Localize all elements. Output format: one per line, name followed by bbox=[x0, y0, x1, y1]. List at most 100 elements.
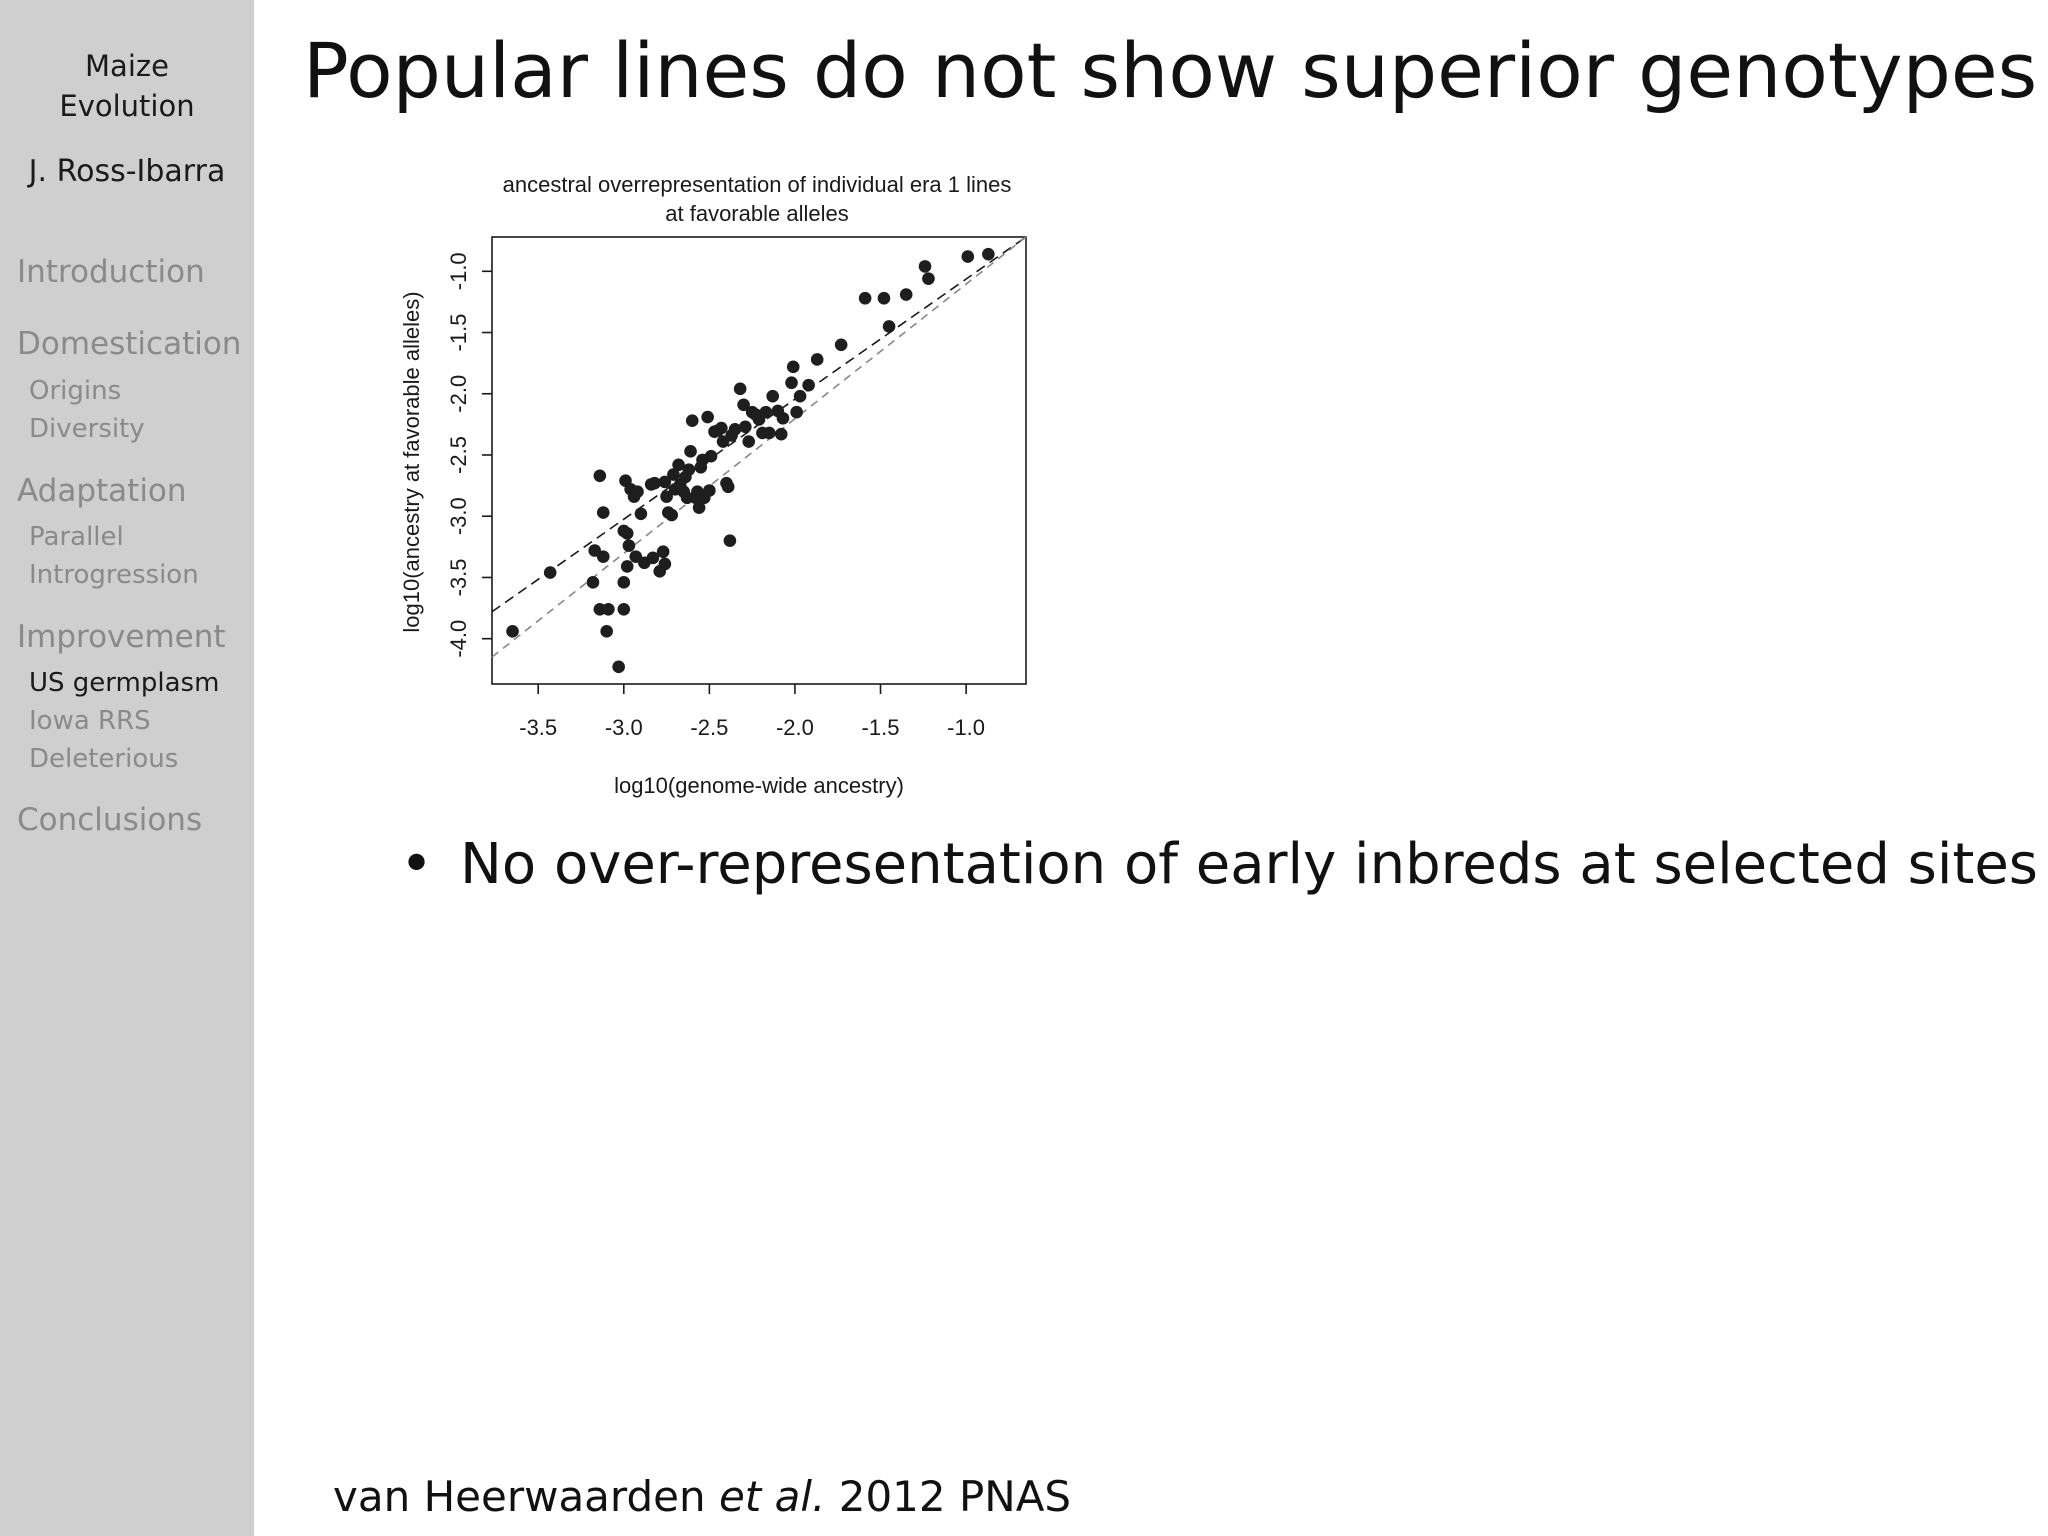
data-point bbox=[658, 557, 672, 571]
data-point bbox=[810, 353, 824, 366]
data-point bbox=[600, 625, 613, 638]
data-point bbox=[692, 501, 706, 514]
nav-section-improvement[interactable]: Improvement bbox=[17, 619, 226, 655]
nav-item-deleterious[interactable]: Deleterious bbox=[29, 744, 179, 774]
nav-item-introgression[interactable]: Introgression bbox=[29, 560, 199, 590]
data-point bbox=[982, 247, 995, 261]
data-point bbox=[593, 469, 607, 483]
data-point bbox=[660, 490, 673, 503]
data-point bbox=[858, 291, 872, 305]
data-point bbox=[834, 338, 848, 352]
data-point bbox=[665, 508, 679, 522]
nav-section-introduction[interactable]: Introduction bbox=[17, 254, 205, 290]
x-axis: -3.5 -3.0 -2.5 -2.0 -1.5 -1.0 bbox=[519, 684, 985, 740]
y-tick-label: -3.0 bbox=[446, 497, 471, 535]
data-point bbox=[961, 250, 975, 263]
data-point bbox=[543, 566, 557, 579]
data-point bbox=[596, 506, 610, 519]
data-point bbox=[701, 410, 714, 424]
sidebar: Maize Evolution J. Ross-Ibarra Introduct… bbox=[0, 0, 254, 1536]
x-axis-label: log10(genome-wide ancestry) bbox=[614, 773, 904, 798]
nav-section-conclusions[interactable]: Conclusions bbox=[17, 802, 203, 838]
reference-lines bbox=[491, 236, 1027, 658]
nav-item-us-germplasm[interactable]: US germplasm bbox=[29, 668, 220, 698]
nav-item-diversity[interactable]: Diversity bbox=[29, 414, 145, 444]
data-point bbox=[667, 468, 680, 481]
data-point bbox=[620, 527, 634, 540]
y-axis: -4.0 -3.5 -3.0 -2.5 -2.0 -1.5 -1.0 bbox=[446, 252, 492, 658]
y-tick-label: -4.0 bbox=[446, 620, 471, 658]
y-tick-label: -3.5 bbox=[446, 558, 471, 596]
data-point bbox=[759, 405, 773, 419]
bullet-item: • No over-representation of early inbreds… bbox=[400, 832, 2038, 897]
data-point bbox=[733, 382, 747, 396]
data-point bbox=[602, 602, 615, 616]
data-point bbox=[620, 560, 634, 573]
slide-title: Popular lines do not show superior genot… bbox=[303, 26, 2038, 115]
citation-source: 2012 PNAS bbox=[838, 1472, 1072, 1521]
data-point bbox=[762, 426, 776, 440]
citation-author: van Heerwaarden bbox=[333, 1472, 706, 1521]
bullet-text: No over-representation of early inbreds … bbox=[460, 832, 2038, 897]
data-point bbox=[739, 420, 752, 434]
citation-etal: et al. bbox=[718, 1472, 826, 1521]
x-tick-label: -3.5 bbox=[519, 715, 557, 740]
citation: van Heerwaarden et al. 2012 PNAS bbox=[333, 1472, 1071, 1521]
data-point bbox=[646, 551, 660, 565]
data-point bbox=[703, 484, 716, 497]
data-point bbox=[899, 288, 913, 301]
data-point bbox=[785, 376, 798, 390]
data-point bbox=[715, 421, 728, 435]
data-point bbox=[882, 320, 896, 333]
data-point bbox=[786, 360, 800, 374]
y-axis-label: log10(ancestry at favorable alleles) bbox=[399, 291, 424, 632]
data-point bbox=[612, 660, 625, 674]
nav-item-iowa-rrs[interactable]: Iowa RRS bbox=[29, 706, 151, 736]
y-tick-label: -2.0 bbox=[446, 375, 471, 413]
data-point bbox=[617, 576, 631, 589]
data-point bbox=[774, 427, 788, 441]
x-tick-label: -1.0 bbox=[947, 715, 985, 740]
data-point bbox=[682, 463, 696, 476]
y-tick-label: -1.0 bbox=[446, 252, 471, 290]
data-point bbox=[922, 272, 935, 285]
presentation-author: J. Ross-Ibarra bbox=[28, 154, 226, 189]
chart-subtitle: at favorable alleles bbox=[665, 201, 848, 226]
data-point bbox=[648, 476, 661, 490]
nav-section-adaptation[interactable]: Adaptation bbox=[17, 473, 187, 509]
reference-line-2 bbox=[491, 236, 1027, 658]
x-tick-label: -2.0 bbox=[776, 715, 814, 740]
data-point bbox=[617, 602, 631, 616]
data-point bbox=[723, 534, 737, 548]
nav-item-origins[interactable]: Origins bbox=[29, 376, 122, 406]
data-point bbox=[634, 507, 648, 521]
data-point bbox=[658, 475, 672, 489]
data-point bbox=[506, 625, 519, 638]
data-points bbox=[506, 247, 995, 674]
nav-section-domestication[interactable]: Domestication bbox=[17, 326, 242, 362]
data-point bbox=[802, 378, 815, 392]
data-point bbox=[877, 291, 891, 305]
data-point bbox=[672, 458, 685, 472]
y-tick-label: -1.5 bbox=[446, 314, 471, 352]
presentation-title-line2: Evolution bbox=[59, 89, 195, 123]
presentation-title-line1: Maize bbox=[85, 49, 169, 83]
bullet-marker: • bbox=[400, 832, 434, 897]
nav-item-parallel[interactable]: Parallel bbox=[29, 522, 124, 552]
data-point bbox=[742, 435, 756, 448]
scatter-plot-figure: ancestral overrepresentation of individu… bbox=[399, 172, 1027, 798]
data-point bbox=[721, 480, 735, 494]
data-point bbox=[766, 389, 779, 403]
data-point bbox=[790, 405, 803, 419]
data-point bbox=[684, 445, 697, 458]
data-point bbox=[586, 576, 600, 589]
data-point bbox=[656, 545, 670, 559]
x-tick-label: -1.5 bbox=[862, 715, 900, 740]
data-point bbox=[622, 539, 636, 552]
data-point bbox=[728, 422, 742, 436]
plot-frame bbox=[491, 236, 1027, 685]
data-point bbox=[704, 449, 718, 463]
y-tick-label: -2.5 bbox=[446, 436, 471, 474]
x-tick-label: -2.5 bbox=[690, 715, 728, 740]
data-point bbox=[596, 550, 610, 563]
